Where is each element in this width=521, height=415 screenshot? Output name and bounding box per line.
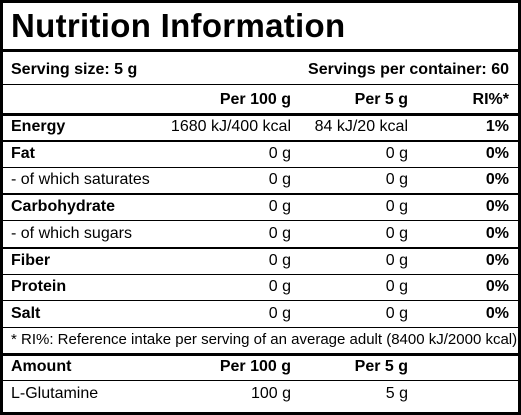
row-label: Protein [11, 278, 67, 296]
rule [3, 379, 518, 381]
rule [3, 193, 518, 196]
cell: 0 g [385, 251, 408, 269]
amount-cell: 100 g [250, 384, 291, 402]
cell: 0 g [268, 304, 291, 322]
ri-value: 0% [485, 278, 509, 296]
amount-header: Per 5 g [354, 357, 408, 375]
rule [3, 84, 518, 85]
cell: 0 g [385, 304, 408, 322]
rule [3, 326, 518, 328]
ri-value: 0% [485, 304, 509, 322]
cell: 0 g [268, 144, 291, 162]
ri-value: 0% [485, 198, 509, 216]
row-label: Fiber [11, 251, 51, 269]
cell: 0 g [268, 198, 291, 216]
cell: 84 kJ/20 kcal [314, 118, 408, 135]
ingredient: L-Glutamine [11, 384, 99, 402]
ri-value: 0% [485, 224, 509, 242]
cell: 0 g [268, 224, 291, 242]
rule [3, 113, 518, 116]
cell: 0 g [268, 278, 291, 296]
ri-value: 0% [485, 251, 509, 269]
row-label: - of which sugars [11, 224, 132, 242]
rule [3, 273, 518, 275]
row-label: - of which saturates [11, 171, 150, 189]
serving-size: Serving size: 5 g [11, 61, 138, 78]
cell: 0 g [385, 144, 408, 162]
cell: 0 g [385, 278, 408, 296]
servings-per-container: Servings per container: 60 [308, 61, 509, 78]
column-header: RI%* [472, 91, 509, 108]
rule [3, 220, 518, 222]
ri-value: 0% [485, 144, 509, 162]
rule [3, 166, 518, 168]
rule [3, 140, 518, 142]
ri-value: 1% [485, 118, 509, 135]
cell: 0 g [385, 171, 408, 189]
row-label: Salt [11, 304, 41, 322]
amount-header: Amount [11, 357, 72, 375]
rule [3, 246, 518, 249]
column-header: Per 100 g [219, 91, 291, 108]
cell: 0 g [385, 198, 408, 216]
rule [3, 300, 518, 302]
row-label: Carbohydrate [11, 198, 116, 216]
amount-cell: 5 g [385, 384, 408, 402]
cell: 1680 kJ/400 kcal [170, 118, 291, 135]
cell: 0 g [385, 224, 408, 242]
rule [3, 352, 518, 356]
column-header: Per 5 g [354, 91, 408, 108]
row-label: Fat [11, 144, 35, 162]
footnote: * RI%: Reference intake per serving of a… [11, 330, 521, 348]
cell: 0 g [268, 171, 291, 189]
ri-value: 0% [485, 171, 509, 189]
rule [3, 49, 518, 52]
row-label: Energy [11, 118, 66, 135]
cell: 0 g [268, 251, 291, 269]
title: Nutrition Information [11, 7, 346, 44]
amount-header: Per 100 g [219, 357, 291, 375]
